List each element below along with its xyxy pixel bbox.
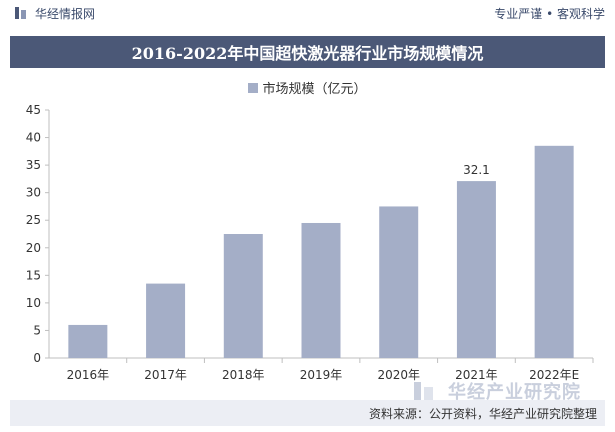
legend-label: 市场规模（亿元）	[262, 82, 367, 97]
slogan: 专业严谨 • 客观科学	[494, 6, 605, 21]
plot-area	[10, 68, 605, 400]
chart-title: 2016-2022年中国超快激光器行业市场规模情况	[131, 44, 484, 63]
source-note: 资料来源：公开资料，华经产业研究院整理	[368, 407, 597, 421]
footer: 资料来源：公开资料，华经产业研究院整理	[10, 400, 605, 426]
legend: 市场规模（亿元）	[0, 78, 615, 97]
brand-name: 华经情报网	[35, 6, 96, 21]
huajing-logo-icon	[15, 7, 26, 19]
legend-swatch	[248, 82, 259, 93]
watermark-logo: 华经产业研究院	[412, 378, 581, 404]
top-bar: 华经情报网 专业严谨 • 客观科学	[0, 0, 615, 26]
chart-title-bar: 2016-2022年中国超快激光器行业市场规模情况	[10, 36, 605, 68]
watermark-logo-text: 华经产业研究院	[448, 382, 581, 403]
watermark-logo-icon	[414, 382, 433, 401]
brand: 华经情报网	[14, 5, 95, 22]
